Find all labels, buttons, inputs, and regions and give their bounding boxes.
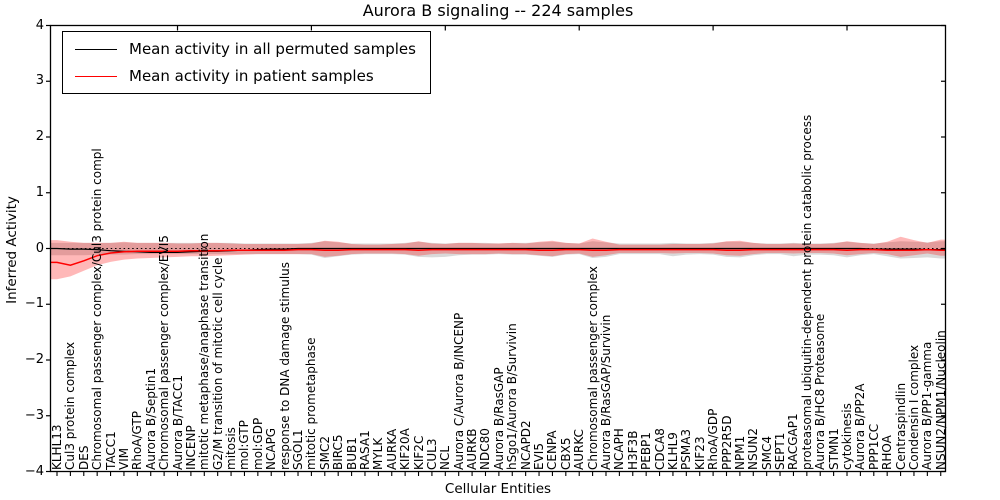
patient-band	[50, 236, 946, 280]
y-tick-label: −4	[24, 463, 44, 479]
y-tick-label: −2	[24, 352, 44, 367]
y-tick-label: 0	[35, 240, 44, 256]
x-axis-label: Cellular Entities	[444, 481, 552, 497]
y-tick-label: −3	[24, 407, 44, 423]
chart-title: Aurora B signaling -- 224 samples	[362, 1, 634, 20]
y-tick-label: 4	[35, 17, 44, 33]
y-tick-label: 2	[35, 129, 44, 144]
legend-label: Mean activity in patient samples	[129, 67, 374, 85]
permuted-line-sample-icon	[75, 48, 117, 50]
patient-mean-line	[50, 248, 946, 266]
legend-entry-permuted: Mean activity in all permuted samples	[75, 39, 416, 59]
y-tick-label: −1	[24, 296, 44, 312]
permuted-mean-line	[50, 247, 946, 253]
patient-line-sample-icon	[75, 75, 117, 77]
y-tick-label: 3	[35, 73, 44, 89]
y-tick-label: 1	[35, 184, 44, 200]
legend-label: Mean activity in all permuted samples	[129, 40, 416, 58]
legend-entry-patient: Mean activity in patient samples	[75, 66, 416, 86]
legend: Mean activity in all permuted samples Me…	[62, 31, 431, 94]
